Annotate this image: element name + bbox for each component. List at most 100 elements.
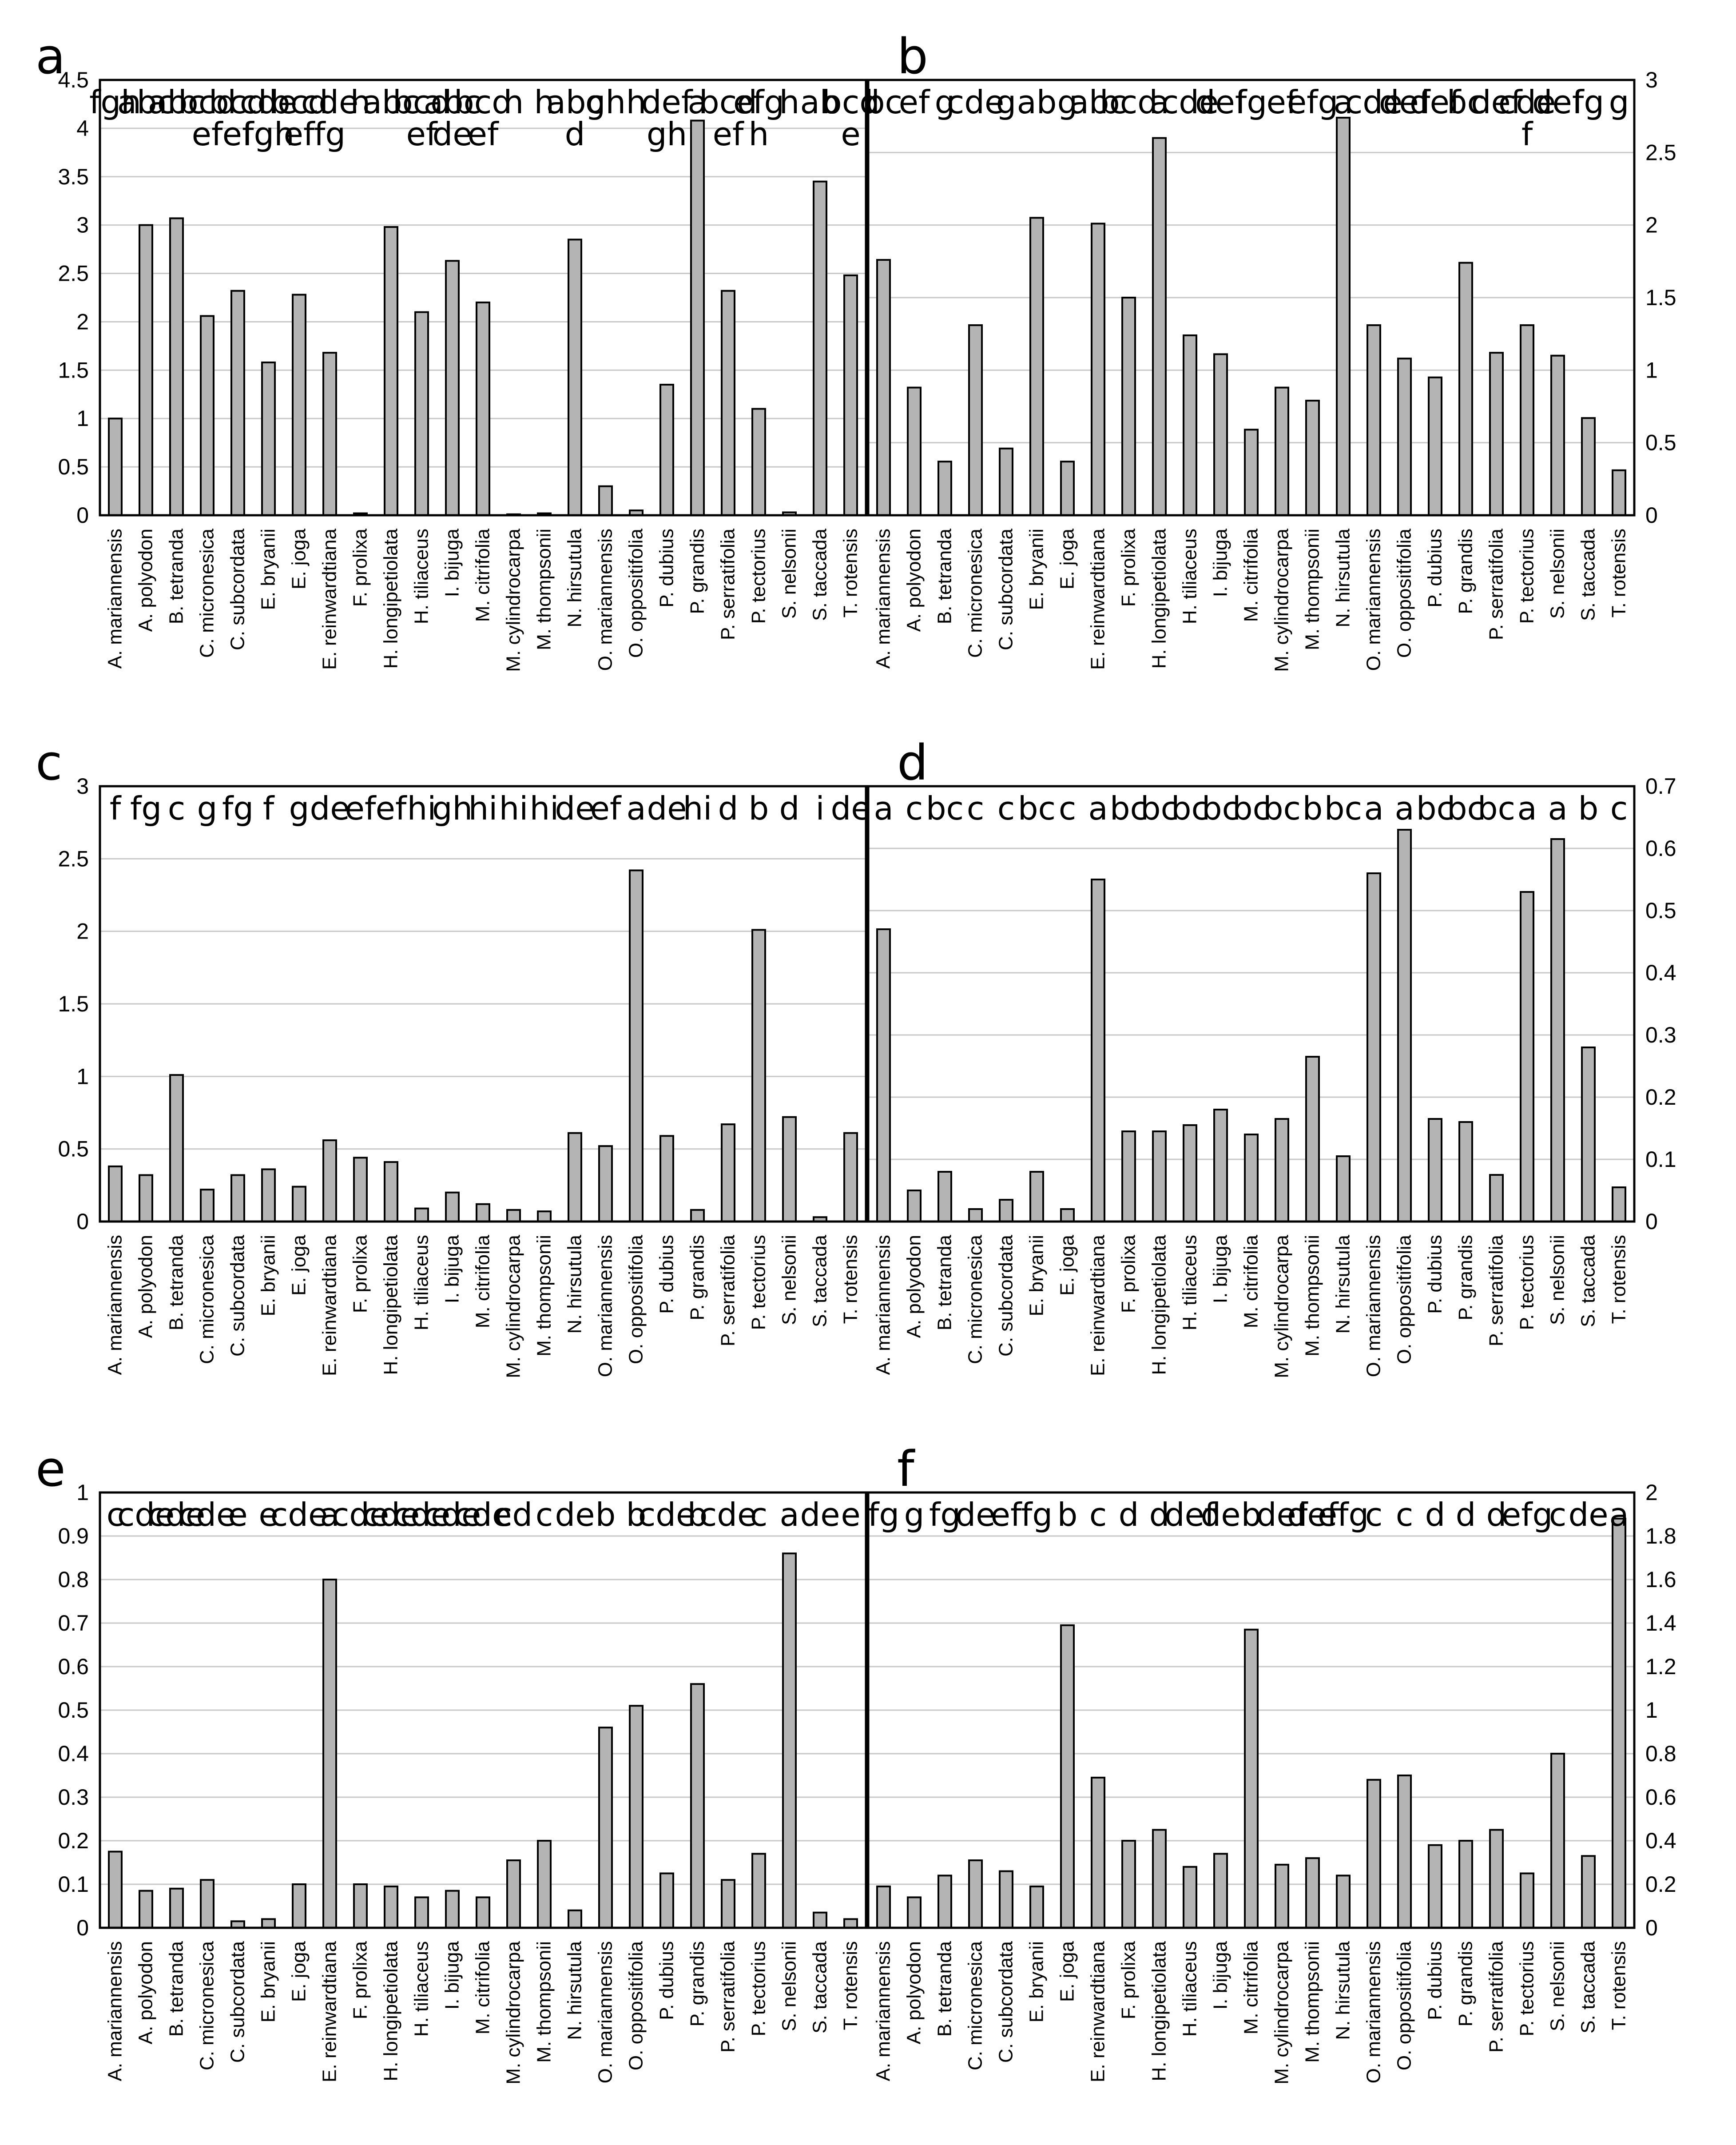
significance-letters: ef — [376, 790, 407, 827]
plot-frame — [99, 1491, 867, 1929]
category-label: A. polyodon — [135, 529, 157, 632]
bar — [999, 1870, 1013, 1929]
bar — [1275, 1118, 1289, 1222]
category-label: O. oppositifolia — [625, 1941, 647, 2070]
bar — [999, 447, 1013, 516]
category-label: N. hirsutula — [1332, 528, 1354, 627]
category-label: E. reinwardtiana — [1087, 1234, 1109, 1376]
bar — [659, 1872, 674, 1929]
category-label: E. reinwardtiana — [1087, 528, 1109, 669]
significance-letters: c — [168, 790, 186, 827]
bar — [139, 224, 153, 516]
bar — [1029, 217, 1044, 517]
bar — [876, 928, 891, 1222]
significance-letters: efg — [733, 84, 784, 121]
category-label: H. tiliaceus — [411, 1235, 433, 1330]
significance-letters: bcd — [822, 84, 880, 121]
bar — [445, 1191, 460, 1223]
panel-letter: c — [36, 734, 62, 791]
bar — [690, 1683, 705, 1929]
significance-letters: a — [626, 790, 646, 827]
category-label: A. polyodon — [903, 1235, 925, 1338]
category-label: N. hirsutula — [1332, 1234, 1354, 1333]
y-tick-label: 0.6 — [1645, 836, 1676, 861]
bar — [659, 1135, 674, 1222]
significance-letters: g — [289, 790, 310, 827]
significance-letters: h — [626, 84, 647, 121]
significance-letters: cde — [301, 84, 359, 121]
category-label: E. bryanii — [258, 529, 279, 610]
significance-letters: cde — [1345, 84, 1403, 121]
category-label: A. mariannensis — [104, 529, 126, 669]
category-label: M. cylindrocarpa — [1271, 1234, 1293, 1378]
bar — [1121, 1840, 1136, 1929]
significance-letters: fg — [1021, 1496, 1053, 1533]
bar — [1244, 429, 1259, 516]
y-tick-label: 1.5 — [1645, 285, 1676, 310]
y-tick-label: 1 — [76, 1064, 89, 1089]
y-tick-label: 2 — [1645, 1480, 1658, 1505]
bar — [1060, 1624, 1075, 1929]
y-tick-label: 1.5 — [58, 991, 89, 1016]
bar — [108, 1851, 123, 1929]
category-label: S. taccada — [1577, 1234, 1599, 1327]
category-label: I. bijuga — [441, 1234, 463, 1303]
significance-letters: cde — [424, 1496, 481, 1533]
category-label: E. joga — [288, 1941, 310, 2002]
significance-letters: ef — [345, 790, 377, 827]
significance-letters: cde — [454, 1496, 512, 1533]
bar — [537, 1840, 552, 1929]
category-label: B. tetranda — [166, 528, 187, 624]
category-label: P. grandis — [687, 529, 708, 614]
bar — [721, 1879, 735, 1929]
y-tick-label: 4.5 — [58, 68, 89, 92]
significance-letters: b — [596, 1496, 616, 1533]
significance-letters: e — [228, 1496, 247, 1533]
significance-letters: ef — [284, 115, 315, 153]
category-label: C. micronesica — [196, 528, 218, 657]
category-label: A. polyodon — [135, 1941, 157, 2044]
bar — [322, 1579, 337, 1929]
category-label: O. mariannensis — [595, 1941, 616, 2083]
y-tick-label: 1 — [1645, 358, 1658, 382]
bar — [322, 352, 337, 517]
bar — [1183, 1124, 1197, 1222]
y-tick-label: 0.5 — [58, 1698, 89, 1723]
significance-letters: de — [1569, 1496, 1609, 1533]
category-label: M. thompsonii — [1302, 529, 1323, 650]
bar — [506, 1859, 521, 1929]
significance-letters: abc — [546, 84, 604, 121]
bar — [1183, 334, 1197, 517]
bar — [1581, 1855, 1596, 1929]
bar — [1489, 1829, 1504, 1929]
significance-letters: c — [1549, 1496, 1567, 1533]
significance-letters: bc — [1171, 790, 1209, 827]
y-tick-label: 0.5 — [58, 1137, 89, 1162]
significance-letters: h — [350, 84, 371, 121]
significance-letters: cde — [947, 84, 1005, 121]
significance-letters: d — [1456, 1496, 1476, 1533]
bar — [292, 294, 306, 516]
category-label: P. serratifolia — [717, 528, 739, 640]
bar — [1520, 324, 1534, 516]
significance-letters: bc — [1202, 790, 1239, 827]
significance-letters: fg — [868, 1496, 899, 1533]
significance-letters: c — [906, 790, 923, 827]
significance-letters: h — [534, 84, 555, 121]
bar — [1458, 1840, 1473, 1929]
category-label: E. joga — [288, 528, 310, 589]
bar — [782, 1116, 797, 1223]
y-tick-label: 0.8 — [1645, 1741, 1676, 1766]
significance-letters: def — [1532, 84, 1584, 121]
bar — [1428, 376, 1442, 517]
significance-letters: g — [904, 1496, 925, 1533]
significance-letters: f — [263, 790, 275, 827]
bar — [1520, 891, 1534, 1222]
significance-letters: efg — [1287, 84, 1338, 121]
bar — [1091, 879, 1105, 1222]
y-tick-label: 1.8 — [1645, 1524, 1676, 1548]
significance-letters: ef — [713, 115, 744, 153]
significance-letters: bc — [1447, 84, 1485, 121]
